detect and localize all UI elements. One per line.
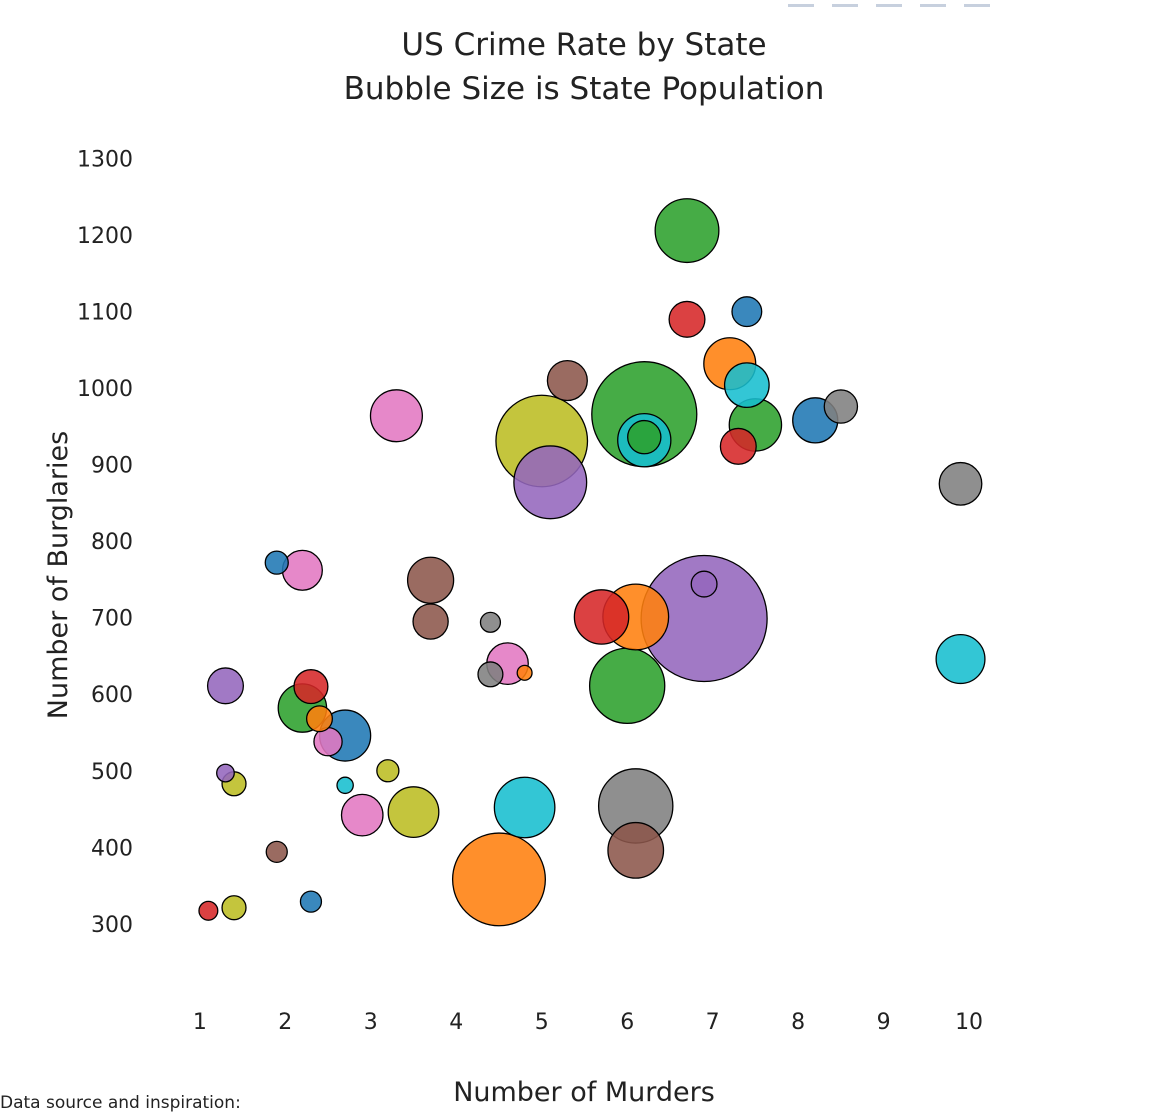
- y-tick-label: 300: [91, 913, 133, 938]
- data-point-bubble[interactable]: [198, 900, 219, 921]
- x-tick-label: 2: [278, 1010, 292, 1035]
- data-point-bubble[interactable]: [546, 359, 588, 402]
- data-points[interactable]: [198, 198, 986, 927]
- chart-title-line-1: US Crime Rate by State: [401, 27, 766, 63]
- autoscale-icon[interactable]: [964, 0, 990, 7]
- data-point-bubble[interactable]: [719, 427, 757, 465]
- data-point-bubble[interactable]: [479, 611, 502, 633]
- zoom-out-icon[interactable]: [920, 0, 946, 7]
- data-point-bubble[interactable]: [406, 556, 455, 604]
- data-point-bubble[interactable]: [823, 389, 859, 424]
- data-point-bubble[interactable]: [369, 389, 423, 443]
- data-point-bubble[interactable]: [216, 763, 235, 783]
- x-tick-label: 8: [791, 1010, 805, 1035]
- data-point-bubble[interactable]: [305, 705, 334, 733]
- pan-icon[interactable]: [832, 0, 858, 7]
- y-tick-label: 1100: [77, 301, 133, 326]
- x-tick-label: 1: [193, 1010, 207, 1035]
- data-point-bubble[interactable]: [723, 362, 770, 409]
- data-point-bubble[interactable]: [221, 895, 247, 921]
- footnote: Data source and inspiration:: [0, 1093, 241, 1113]
- y-tick-label: 900: [91, 454, 133, 479]
- data-point-bubble[interactable]: [588, 647, 666, 725]
- x-tick-label: 6: [620, 1010, 634, 1035]
- data-point-bubble[interactable]: [654, 198, 720, 264]
- data-point-bubble[interactable]: [938, 461, 983, 506]
- x-tick-label: 9: [877, 1010, 891, 1035]
- zoom-icon[interactable]: [788, 0, 814, 7]
- y-axis-label: Number of Burglaries: [43, 431, 74, 719]
- x-axis-label: Number of Murders: [453, 1077, 715, 1104]
- data-point-bubble[interactable]: [493, 776, 556, 839]
- x-tick-label: 5: [535, 1010, 549, 1035]
- data-point-bubble[interactable]: [451, 832, 546, 927]
- data-point-bubble[interactable]: [376, 759, 400, 783]
- x-tick-label: 4: [449, 1010, 463, 1035]
- x-tick-label: 7: [706, 1010, 720, 1035]
- modebar[interactable]: [788, 0, 990, 7]
- zoom-in-icon[interactable]: [876, 0, 902, 7]
- data-point-bubble[interactable]: [265, 840, 288, 864]
- data-point-bubble[interactable]: [412, 603, 449, 640]
- data-point-bubble[interactable]: [516, 664, 533, 681]
- chart-title-line-2: Bubble Size is State Population: [344, 71, 825, 107]
- y-tick-label: 1300: [77, 148, 133, 173]
- y-tick-label: 1000: [77, 377, 133, 402]
- data-point-bubble[interactable]: [668, 300, 706, 338]
- y-tick-label: 800: [91, 530, 133, 555]
- data-point-bubble[interactable]: [477, 661, 504, 688]
- data-point-bubble[interactable]: [607, 821, 665, 879]
- data-point-bubble[interactable]: [573, 589, 630, 645]
- data-point-bubble[interactable]: [340, 793, 384, 837]
- data-point-bubble[interactable]: [513, 445, 588, 520]
- y-axis-ticks: 300 400 500 600 700 800 900 1000 1100 1200 1300: [77, 148, 133, 938]
- data-point-bubble[interactable]: [690, 570, 718, 598]
- y-tick-label: 600: [91, 683, 133, 708]
- data-point-bubble[interactable]: [731, 296, 763, 328]
- y-tick-label: 500: [91, 760, 133, 785]
- x-axis-ticks: 1 2 3 4 5 6 7 8 9 10: [193, 1010, 983, 1035]
- data-point-bubble[interactable]: [387, 786, 440, 839]
- data-point-bubble[interactable]: [627, 419, 662, 455]
- y-tick-label: 700: [91, 607, 133, 632]
- data-point-bubble[interactable]: [935, 634, 986, 685]
- data-point-bubble[interactable]: [336, 776, 354, 795]
- data-point-bubble[interactable]: [206, 667, 245, 705]
- y-tick-label: 1200: [77, 224, 133, 249]
- data-point-bubble[interactable]: [293, 669, 329, 705]
- data-point-bubble[interactable]: [299, 890, 323, 913]
- x-tick-label: 3: [364, 1010, 378, 1035]
- data-point-bubble[interactable]: [264, 550, 289, 575]
- x-tick-label: 10: [955, 1010, 983, 1035]
- data-point-bubble[interactable]: [281, 549, 323, 591]
- chart-title: US Crime Rate by State Bubble Size is St…: [344, 27, 825, 107]
- y-tick-label: 400: [91, 836, 133, 861]
